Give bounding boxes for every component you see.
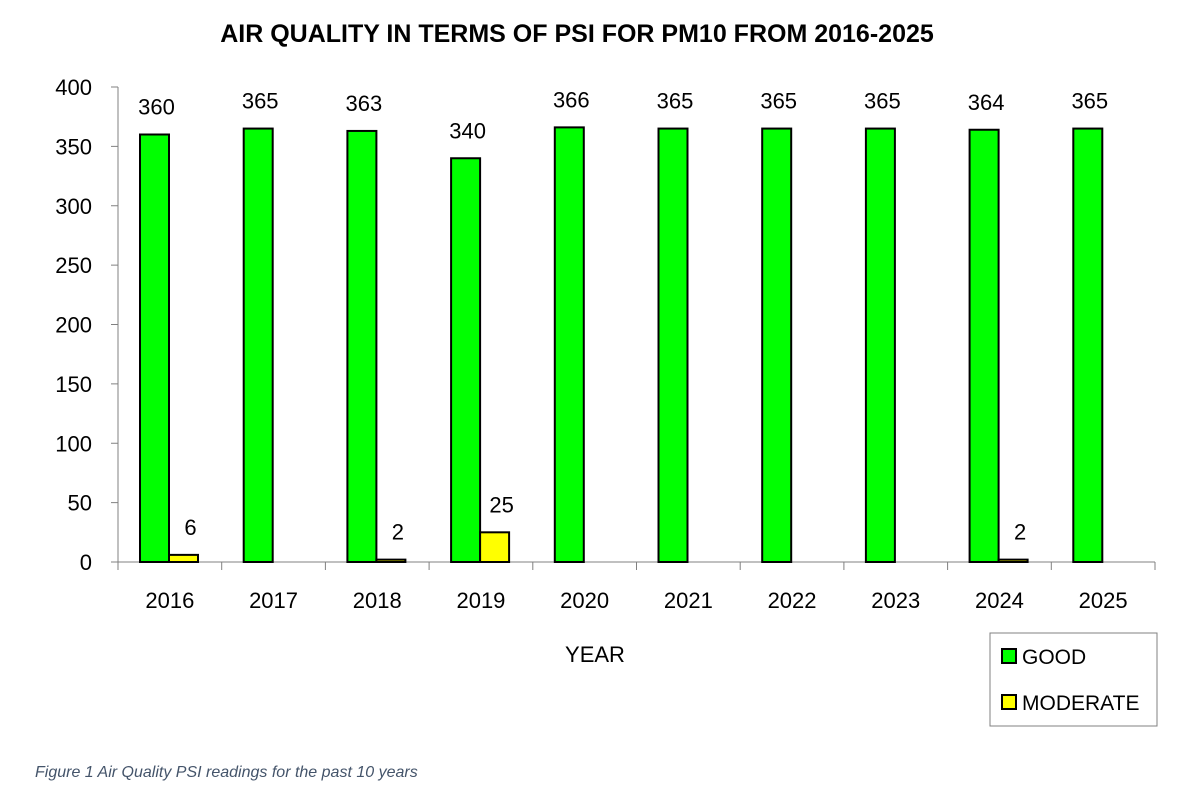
x-tick-label: 2023 <box>871 588 920 613</box>
x-tick-label: 2021 <box>664 588 713 613</box>
x-tick-label: 2016 <box>145 588 194 613</box>
y-tick-label: 250 <box>55 253 92 278</box>
data-label: 2 <box>392 520 404 545</box>
chart-title: AIR QUALITY IN TERMS OF PSI FOR PM10 FRO… <box>220 20 934 48</box>
bar-moderate <box>479 531 511 563</box>
data-label: 6 <box>184 515 196 540</box>
bar-moderate <box>997 558 1029 563</box>
x-tick-label: 2018 <box>353 588 402 613</box>
bar-good <box>761 127 793 563</box>
bar-good <box>553 126 585 563</box>
data-label: 365 <box>1071 89 1108 114</box>
data-label: 365 <box>760 89 797 114</box>
data-label: 340 <box>449 118 486 143</box>
data-label: 25 <box>489 492 513 517</box>
data-label: 366 <box>553 87 590 112</box>
figure-caption: Figure 1 Air Quality PSI readings for th… <box>35 764 418 781</box>
data-label: 363 <box>346 91 383 116</box>
data-label: 360 <box>138 95 175 120</box>
data-label: 365 <box>242 89 279 114</box>
bar-good <box>346 129 378 563</box>
y-tick-label: 150 <box>55 372 92 397</box>
bar-good <box>1072 127 1104 563</box>
legend-swatch-moderate <box>1001 694 1017 710</box>
y-tick-label: 350 <box>55 134 92 159</box>
y-tick-label: 200 <box>55 313 92 338</box>
legend-label: MODERATE <box>1022 692 1139 715</box>
bar-good <box>450 157 482 563</box>
x-tick-label: 2019 <box>456 588 505 613</box>
data-label: 364 <box>968 90 1005 115</box>
legend-label: GOOD <box>1022 646 1086 669</box>
legend-swatch-good <box>1001 648 1017 664</box>
y-tick-label: 100 <box>55 431 92 456</box>
y-tick-label: 0 <box>80 550 92 575</box>
bar-good <box>864 127 896 563</box>
bar-moderate <box>375 558 407 563</box>
data-label: 365 <box>864 89 901 114</box>
bar-good <box>139 133 170 563</box>
x-tick-label: 2017 <box>249 588 298 613</box>
y-tick-label: 400 <box>55 75 92 100</box>
y-tick-label: 300 <box>55 194 92 219</box>
x-tick-label: 2022 <box>768 588 817 613</box>
bar-moderate <box>168 553 199 563</box>
x-axis-label: YEAR <box>565 642 625 667</box>
bar-good <box>242 127 274 563</box>
y-tick-label: 50 <box>68 491 92 516</box>
data-label: 2 <box>1014 520 1026 545</box>
x-tick-label: 2020 <box>560 588 609 613</box>
x-tick-label: 2025 <box>1079 588 1128 613</box>
bar-good <box>968 128 1000 563</box>
data-label: 365 <box>657 89 694 114</box>
legend <box>989 632 1158 727</box>
bar-good <box>657 127 689 563</box>
x-tick-label: 2024 <box>975 588 1024 613</box>
